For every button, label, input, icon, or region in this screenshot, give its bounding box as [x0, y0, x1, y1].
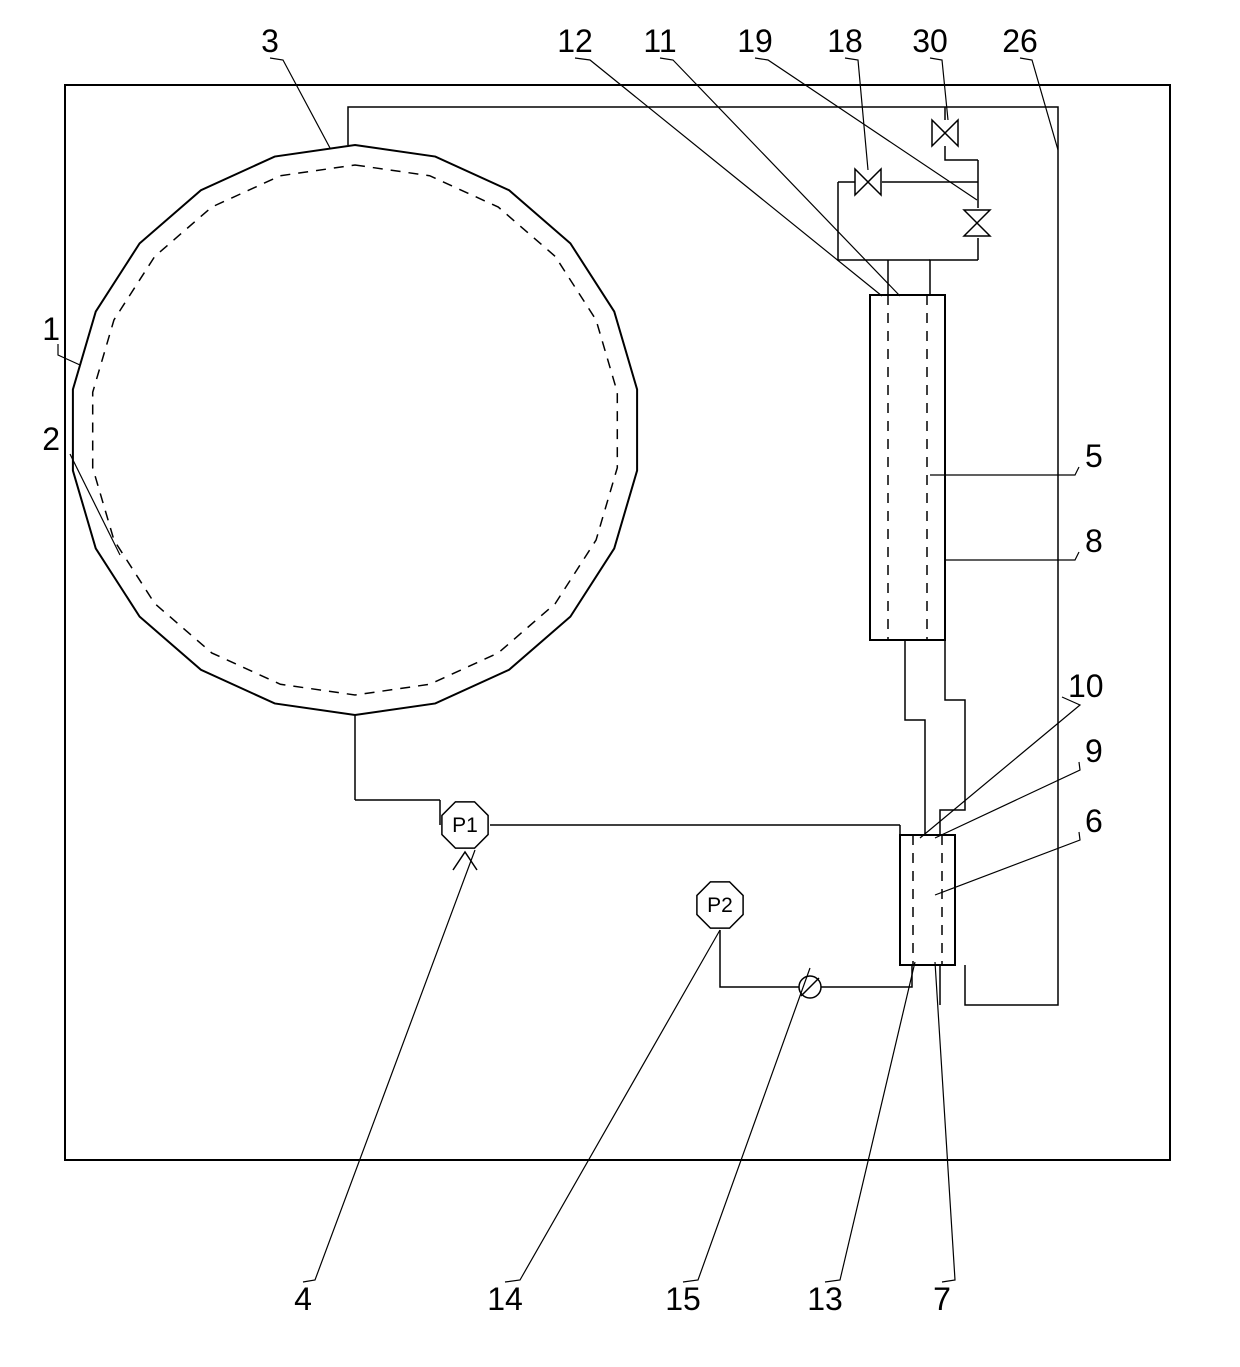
label-13: 13 — [807, 1281, 843, 1317]
label-30: 30 — [912, 23, 948, 59]
leader-15 — [683, 968, 810, 1282]
leader-14 — [505, 930, 720, 1282]
vessel-inner — [93, 165, 618, 695]
outer-frame — [65, 85, 1170, 1160]
leader-5 — [930, 467, 1079, 475]
label-11: 11 — [643, 23, 676, 59]
label-26: 26 — [1002, 23, 1038, 59]
pipe-col-to-col-right — [940, 640, 965, 835]
label-10: 10 — [1068, 668, 1104, 704]
leader-1 — [58, 344, 80, 365]
valve-30 — [945, 120, 958, 146]
pipe-outer-loop — [348, 107, 1058, 1005]
diagram-stroke — [932, 120, 945, 146]
label-6: 6 — [1085, 803, 1103, 839]
diagram-stroke — [855, 169, 868, 195]
label-P2: P2 — [707, 894, 733, 917]
pipe-col-to-col-left — [905, 640, 925, 835]
label-19: 19 — [737, 23, 773, 59]
label-P1: P1 — [452, 814, 478, 837]
valve-18 — [868, 169, 881, 195]
label-2: 2 — [42, 421, 60, 457]
label-3: 3 — [261, 23, 279, 59]
label-4: 4 — [294, 1281, 312, 1317]
leader-8 — [945, 552, 1079, 560]
leader-12 — [575, 58, 882, 296]
diagram-stroke — [930, 260, 978, 295]
leader-26 — [1020, 58, 1058, 150]
label-18: 18 — [827, 23, 863, 59]
label-14: 14 — [487, 1281, 523, 1317]
label-7: 7 — [933, 1281, 951, 1317]
diagram-stroke — [964, 210, 990, 223]
leader-3 — [270, 58, 330, 148]
label-15: 15 — [665, 1281, 701, 1317]
label-1: 1 — [42, 311, 60, 347]
label-8: 8 — [1085, 523, 1103, 559]
label-5: 5 — [1085, 438, 1103, 474]
diagram-stroke — [70, 454, 120, 555]
column-small — [900, 835, 955, 965]
leader-7 — [935, 962, 955, 1282]
label-9: 9 — [1085, 733, 1103, 769]
label-12: 12 — [557, 23, 593, 59]
leader-10 — [920, 697, 1080, 838]
column-large — [870, 295, 945, 640]
leader-4 — [303, 850, 475, 1282]
leader-13 — [825, 962, 915, 1282]
diagram-stroke — [945, 146, 978, 160]
vessel-outer — [73, 145, 637, 715]
valve-19 — [964, 223, 990, 236]
